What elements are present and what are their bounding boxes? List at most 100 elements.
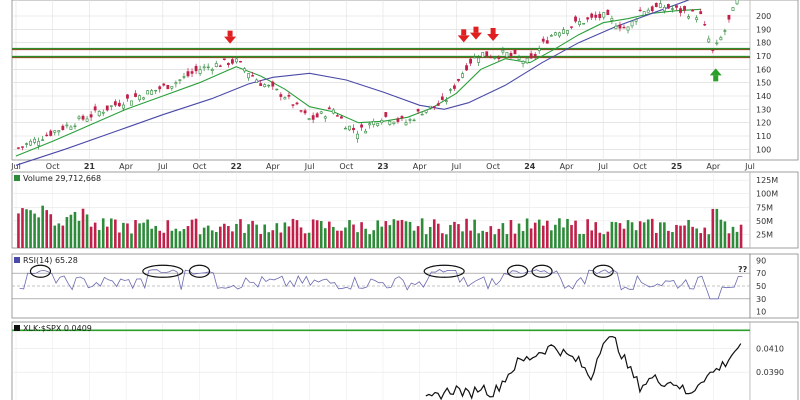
volume-bar bbox=[711, 208, 715, 248]
candle-body bbox=[279, 94, 283, 97]
ratio-legend-swatch bbox=[14, 325, 20, 331]
candle-body bbox=[699, 11, 703, 15]
candle-body bbox=[105, 105, 109, 111]
volume-bar bbox=[154, 225, 158, 248]
x-tick-label: Oct bbox=[46, 162, 60, 171]
volume-bar bbox=[166, 220, 170, 248]
candle-body bbox=[130, 100, 133, 106]
x-tick-label: 25 bbox=[671, 162, 683, 171]
candle-body bbox=[541, 38, 545, 42]
candle-body bbox=[376, 123, 380, 127]
candle-body bbox=[311, 115, 315, 120]
volume-bar bbox=[654, 232, 658, 248]
rsi-highlight-circle bbox=[531, 264, 553, 278]
volume-bar bbox=[134, 220, 137, 248]
ratio-y-tick: 0.0390 bbox=[756, 368, 784, 377]
price-y-tick: 110 bbox=[756, 132, 771, 141]
candle-body bbox=[440, 96, 444, 100]
candle-body bbox=[457, 78, 460, 81]
red-down-arrow bbox=[224, 30, 237, 44]
volume-y-tick: 100M bbox=[756, 190, 778, 199]
volume-bar bbox=[529, 228, 533, 248]
volume-bar bbox=[336, 230, 339, 248]
volume-bar bbox=[380, 226, 384, 248]
candle-body bbox=[275, 88, 279, 91]
candle-body bbox=[307, 118, 311, 121]
volume-bar bbox=[412, 230, 416, 248]
volume-bar bbox=[376, 220, 380, 248]
volume-bar bbox=[259, 233, 262, 248]
candle-body bbox=[586, 17, 590, 20]
volume-bar bbox=[218, 226, 222, 248]
rsi-legend-swatch bbox=[14, 257, 20, 263]
candle-body bbox=[424, 110, 428, 113]
volume-bar bbox=[69, 214, 73, 248]
candle-body bbox=[243, 68, 246, 72]
volume-bar bbox=[21, 208, 24, 248]
candle-body bbox=[691, 10, 695, 12]
volume-bar bbox=[41, 205, 44, 248]
arrow-head bbox=[487, 34, 500, 41]
arrow-shaft bbox=[713, 75, 719, 82]
volume-bar bbox=[513, 233, 517, 248]
volume-bar bbox=[315, 220, 319, 248]
volume-bar bbox=[97, 229, 101, 248]
candle-body bbox=[368, 123, 372, 126]
volume-bar bbox=[182, 229, 186, 248]
volume-bar bbox=[703, 227, 707, 248]
volume-panel: 125M 100M 75M 50M 25M Volume 29,712,668 bbox=[11, 171, 799, 249]
volume-bar bbox=[505, 234, 509, 248]
volume-bar bbox=[158, 230, 162, 248]
x-tick-label: Oct bbox=[339, 162, 353, 171]
volume-bar bbox=[630, 222, 634, 248]
candle-body bbox=[578, 21, 581, 25]
volume-bar bbox=[558, 218, 561, 248]
volume-bar bbox=[501, 223, 505, 248]
candle-body bbox=[675, 5, 678, 8]
volume-bar bbox=[279, 232, 283, 248]
candle-body bbox=[719, 37, 723, 41]
volume-bar bbox=[109, 218, 113, 248]
ratio-title: XLK:$SPX 0.0409 bbox=[14, 324, 92, 333]
volume-bar bbox=[101, 218, 105, 248]
candle-body bbox=[65, 124, 69, 127]
volume-bar bbox=[691, 226, 694, 248]
volume-bar bbox=[436, 223, 440, 248]
candle-body bbox=[45, 134, 49, 137]
volume-bar bbox=[679, 225, 682, 248]
volume-bar bbox=[731, 226, 735, 248]
volume-bar bbox=[420, 218, 424, 248]
x-tick-label: 21 bbox=[84, 162, 96, 171]
volume-bar bbox=[598, 232, 602, 248]
candle-body bbox=[77, 116, 81, 119]
rsi-title: RSI(14) 65.28 bbox=[14, 256, 78, 265]
volume-bar bbox=[105, 226, 109, 248]
candle-body bbox=[61, 125, 65, 130]
volume-bar bbox=[489, 226, 493, 248]
volume-bar bbox=[332, 226, 335, 248]
volume-bar bbox=[517, 223, 521, 248]
candle-body bbox=[37, 140, 41, 146]
candle-body bbox=[113, 101, 117, 106]
candle-body bbox=[89, 114, 93, 118]
candle-body bbox=[331, 109, 335, 114]
volume-bar bbox=[344, 227, 347, 248]
candle-body bbox=[190, 71, 194, 74]
green-up-arrow bbox=[709, 68, 722, 82]
candle-body bbox=[348, 125, 351, 131]
arrow-head bbox=[709, 68, 722, 76]
candle-body bbox=[247, 73, 250, 79]
candle-body bbox=[400, 116, 404, 119]
candle-body bbox=[380, 120, 384, 123]
candle-body bbox=[81, 115, 85, 120]
price-y-tick: 190 bbox=[756, 25, 771, 34]
candle-body bbox=[218, 65, 222, 67]
candle-body bbox=[73, 125, 77, 128]
candle-body bbox=[469, 58, 472, 64]
volume-bar bbox=[562, 227, 565, 248]
volume-bar bbox=[146, 219, 149, 248]
candle-body bbox=[122, 104, 125, 109]
volume-bar bbox=[650, 218, 654, 248]
candle-body bbox=[25, 143, 28, 145]
